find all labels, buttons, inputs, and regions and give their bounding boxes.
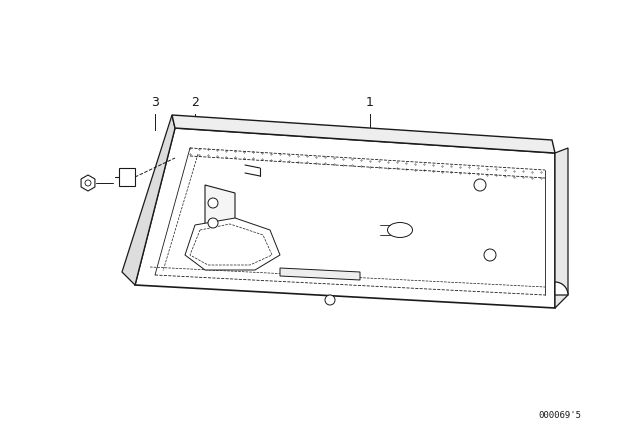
Bar — [119, 168, 135, 186]
Polygon shape — [205, 185, 235, 240]
Circle shape — [208, 198, 218, 208]
Polygon shape — [135, 128, 555, 308]
Text: 3: 3 — [151, 95, 159, 108]
Polygon shape — [555, 148, 568, 308]
Polygon shape — [280, 268, 360, 280]
Circle shape — [208, 218, 218, 228]
Text: 1: 1 — [366, 95, 374, 108]
Polygon shape — [172, 115, 555, 153]
Circle shape — [325, 295, 335, 305]
Polygon shape — [81, 175, 95, 191]
Circle shape — [484, 249, 496, 261]
Circle shape — [474, 179, 486, 191]
Wedge shape — [555, 282, 568, 295]
Text: 000069'5: 000069'5 — [538, 410, 582, 419]
Polygon shape — [185, 218, 280, 270]
Polygon shape — [122, 115, 175, 285]
Text: 2: 2 — [191, 95, 199, 108]
